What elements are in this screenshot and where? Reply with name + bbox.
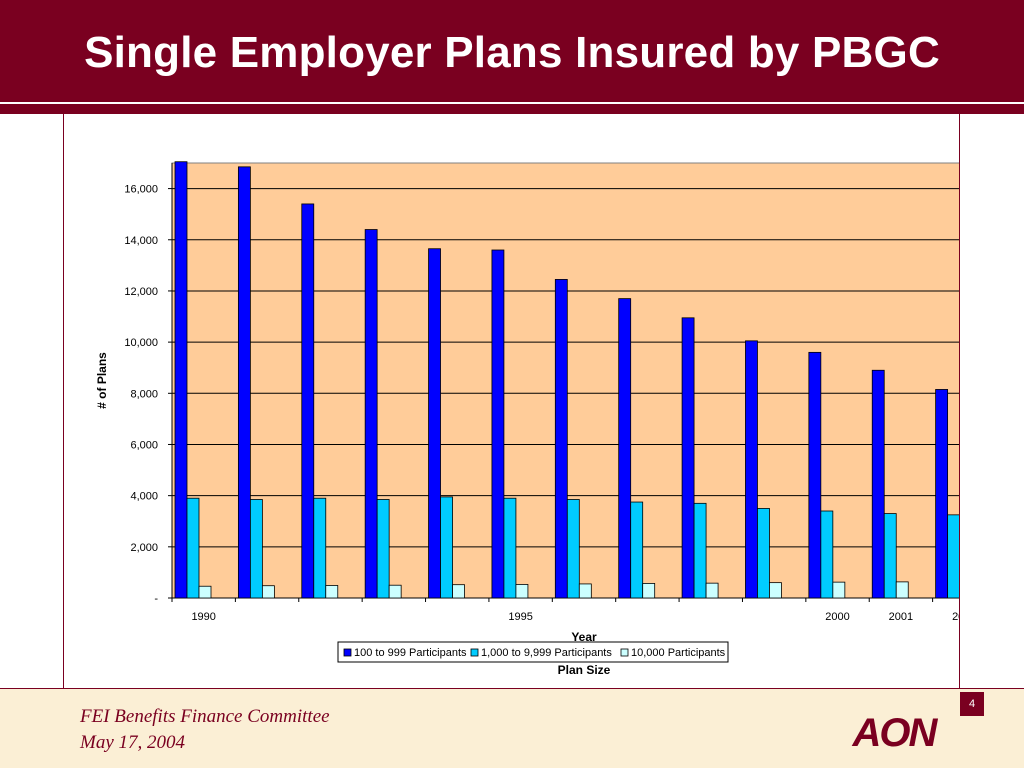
bar-series-3 bbox=[895, 581, 909, 599]
bar-series-2 bbox=[440, 496, 453, 599]
title-band bbox=[0, 104, 1024, 114]
slide-title: Single Employer Plans Insured by PBGC bbox=[84, 28, 940, 77]
x-tick-label: 1990 bbox=[191, 611, 215, 623]
bar-series-3 bbox=[578, 583, 592, 599]
x-tick-label: 2001 bbox=[889, 611, 913, 623]
bar-series-3 bbox=[705, 582, 719, 599]
bar-series-3 bbox=[452, 584, 465, 599]
bar-series-3 bbox=[832, 581, 846, 599]
y-tick-label: 2,000 bbox=[130, 542, 158, 554]
legend-label-1: 100 to 999 Participants bbox=[354, 647, 467, 659]
y-tick-label: 14,000 bbox=[124, 235, 158, 247]
page-number: 4 bbox=[960, 692, 984, 716]
legend-title: Plan Size bbox=[558, 663, 611, 674]
x-tick-label: 1995 bbox=[508, 611, 532, 623]
bar-series-1 bbox=[745, 340, 758, 599]
bar-series-2 bbox=[313, 497, 327, 599]
bar-series-3 bbox=[642, 583, 656, 599]
bar-series-1 bbox=[364, 229, 378, 599]
bar-series-2 bbox=[947, 514, 959, 599]
title-bar bbox=[0, 0, 1024, 102]
aon-logo: AON bbox=[852, 711, 941, 752]
title-divider bbox=[0, 102, 1024, 104]
left-border-line bbox=[63, 114, 64, 768]
bar-series-1 bbox=[491, 249, 505, 599]
bar-series-3 bbox=[325, 585, 339, 599]
legend-swatch-3 bbox=[620, 648, 629, 657]
right-border-line bbox=[959, 114, 960, 768]
y-tick-label: - bbox=[154, 593, 158, 605]
bar-series-1 bbox=[681, 317, 695, 599]
legend-label-2: 1,000 to 9,999 Participants bbox=[481, 647, 612, 659]
footer bbox=[0, 688, 1024, 768]
y-tick-label: 12,000 bbox=[124, 286, 158, 298]
bar-series-2 bbox=[376, 499, 390, 599]
bar-series-3 bbox=[261, 585, 275, 599]
bar-series-1 bbox=[935, 389, 949, 599]
y-tick-label: 10,000 bbox=[124, 337, 158, 349]
bar-series-2 bbox=[757, 508, 770, 599]
footer-divider bbox=[0, 688, 1024, 689]
bar-series-2 bbox=[503, 497, 517, 599]
legend-swatch-1 bbox=[343, 648, 352, 657]
bar-series-2 bbox=[186, 497, 200, 599]
bar-series-1 bbox=[808, 351, 822, 599]
footer-committee: FEI Benefits Finance Committee bbox=[80, 706, 330, 727]
bar-series-1 bbox=[301, 203, 315, 599]
x-axis-title: Year bbox=[571, 630, 597, 644]
bar-series-1 bbox=[237, 166, 251, 599]
x-tick-label: 2000 bbox=[825, 611, 849, 623]
aon-logo-text: AON bbox=[852, 711, 939, 752]
y-tick-label: 8,000 bbox=[130, 388, 158, 400]
bar-series-3 bbox=[388, 584, 402, 599]
footer-date: May 17, 2004 bbox=[80, 732, 186, 753]
legend bbox=[337, 641, 729, 663]
y-tick-label: 16,000 bbox=[124, 184, 158, 196]
bar-series-3 bbox=[515, 584, 529, 599]
bar-series-2 bbox=[820, 510, 834, 599]
bar-chart: - 2,000 4,000 6,000 8,000 10,000 12,000 14,000 1… bbox=[95, 161, 959, 674]
legend-swatch-2 bbox=[470, 648, 479, 657]
y-tick-label: 4,000 bbox=[130, 491, 158, 503]
legend-label-3: 10,000 Participants bbox=[631, 647, 726, 659]
x-tick-label: 2002 bbox=[952, 611, 959, 623]
bar-series-1 bbox=[428, 248, 441, 599]
y-tick-label: 6,000 bbox=[130, 439, 158, 451]
bar-series-1 bbox=[174, 161, 188, 599]
bar-series-2 bbox=[249, 499, 263, 599]
bar-series-1 bbox=[618, 298, 632, 599]
bar-series-2 bbox=[693, 502, 707, 599]
bar-series-3 bbox=[769, 582, 782, 599]
bar-series-2 bbox=[630, 501, 644, 599]
bar-series-2 bbox=[883, 513, 897, 599]
y-axis-title: # of Plans bbox=[95, 352, 109, 409]
bar-series-1 bbox=[554, 279, 568, 599]
bar-series-2 bbox=[566, 499, 580, 599]
bar-series-3 bbox=[198, 585, 212, 599]
bar-series-1 bbox=[871, 369, 885, 599]
